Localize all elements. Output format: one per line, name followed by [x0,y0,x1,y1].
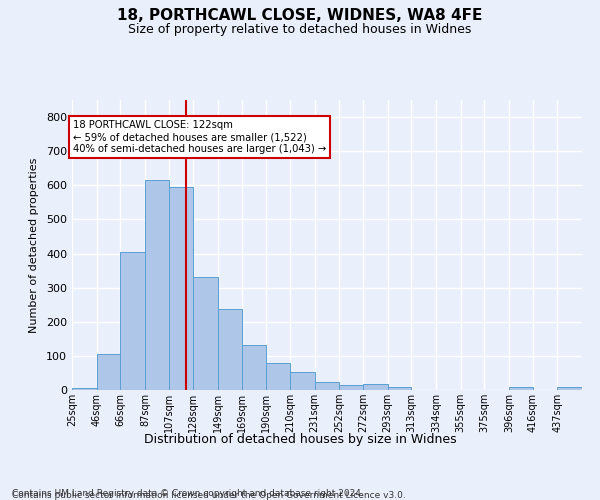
Bar [145,180,169,390]
Bar [242,344,266,390]
Bar [388,388,411,390]
Text: Contains public sector information licensed under the Open Government Licence v3: Contains public sector information licen… [12,491,406,500]
Bar [266,364,290,390]
Bar [314,382,340,390]
Bar [363,384,388,390]
Y-axis label: Number of detached properties: Number of detached properties [29,158,39,332]
Bar [557,388,582,390]
Text: 18, PORTHCAWL CLOSE, WIDNES, WA8 4FE: 18, PORTHCAWL CLOSE, WIDNES, WA8 4FE [118,8,482,22]
Bar [509,388,533,390]
Text: Contains HM Land Registry data © Crown copyright and database right 2024.: Contains HM Land Registry data © Crown c… [12,488,364,498]
Text: 18 PORTHCAWL CLOSE: 122sqm
← 59% of detached houses are smaller (1,522)
40% of s: 18 PORTHCAWL CLOSE: 122sqm ← 59% of deta… [73,120,326,154]
Bar [290,372,314,390]
Bar [72,388,97,390]
Bar [193,278,218,390]
Bar [97,354,120,390]
Bar [340,385,363,390]
Bar [120,252,145,390]
Text: Distribution of detached houses by size in Widnes: Distribution of detached houses by size … [143,432,457,446]
Bar [218,309,242,390]
Bar [169,187,193,390]
Text: Size of property relative to detached houses in Widnes: Size of property relative to detached ho… [128,22,472,36]
